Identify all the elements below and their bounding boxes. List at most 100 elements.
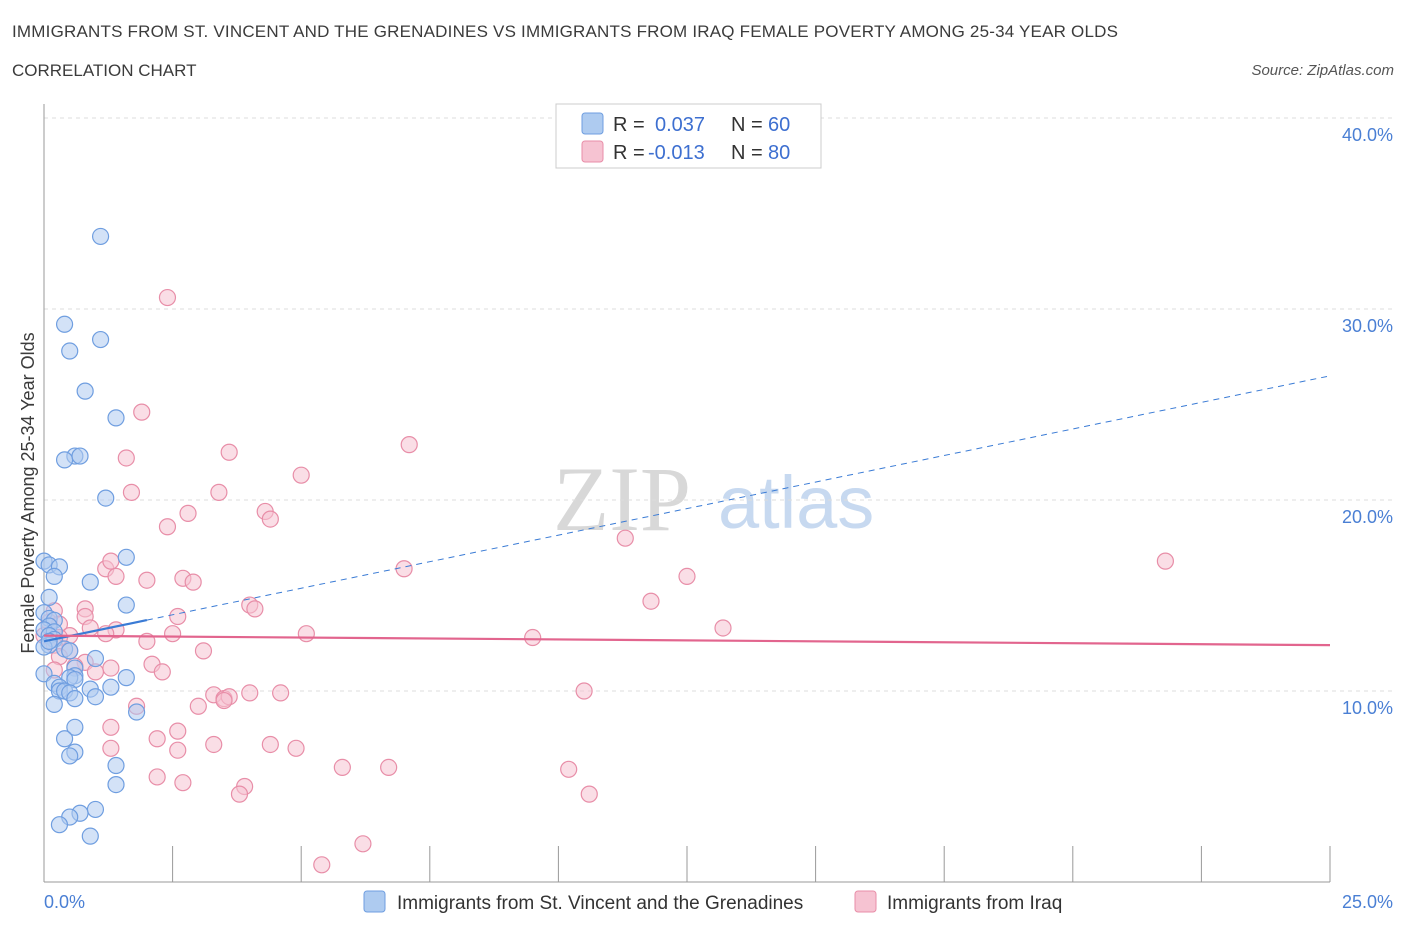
legend-n-value-1: 60 xyxy=(768,114,790,136)
stvincent-point-51 xyxy=(61,747,79,765)
watermark-atlas: atlas xyxy=(718,461,874,544)
legend-r-label-1: R = xyxy=(613,114,645,136)
iraq-point-15 xyxy=(395,560,413,578)
stvincent-trend-dashed xyxy=(146,375,1331,621)
stvincent-point-57 xyxy=(50,816,69,834)
stvincent-points xyxy=(35,227,146,845)
y-axis-label: Female Poverty Among 25-34 Year Olds xyxy=(18,332,38,653)
iraq-point-69 xyxy=(333,758,351,777)
iraq-point-9 xyxy=(179,504,197,522)
legend-r-value-1: 0.037 xyxy=(655,114,705,136)
iraq-point-7 xyxy=(210,483,228,501)
iraq-point-52 xyxy=(575,682,593,700)
stvincent-point-0 xyxy=(91,227,110,246)
iraq-point-34 xyxy=(164,625,182,643)
iraq-trend-line xyxy=(43,634,1331,647)
bottom-legend-swatch-blue xyxy=(363,890,386,913)
iraq-point-38 xyxy=(297,625,315,643)
stvincent-point-14 xyxy=(45,567,63,586)
iraq-point-70 xyxy=(380,758,398,777)
legend-r-label-2: R = xyxy=(613,142,645,164)
legend-n-label-1: N = xyxy=(731,114,763,136)
stvincent-point-48 xyxy=(66,718,84,736)
iraq-point-20 xyxy=(184,573,202,591)
iraq-point-48 xyxy=(102,659,120,677)
iraq-point-4 xyxy=(117,449,135,467)
iraq-point-3 xyxy=(220,443,238,461)
x-axis-ticks xyxy=(43,846,1331,882)
iraq-point-22 xyxy=(642,592,660,610)
stvincent-point-53 xyxy=(107,775,125,794)
stvincent-point-41 xyxy=(102,678,120,696)
iraq-point-1 xyxy=(133,403,151,421)
iraq-point-24 xyxy=(246,600,264,618)
y-tick-label-40: 40.0% xyxy=(1342,125,1393,145)
stvincent-point-46 xyxy=(45,695,63,713)
iraq-point-58 xyxy=(215,691,233,710)
legend-n-label-2: N = xyxy=(731,142,763,164)
stvincent-point-58 xyxy=(81,827,99,845)
stvincent-point-36 xyxy=(117,669,135,687)
iraq-point-57 xyxy=(272,684,290,702)
iraq-point-78 xyxy=(313,856,331,874)
iraq-point-59 xyxy=(189,697,207,715)
iraq-point-64 xyxy=(205,735,223,754)
stvincent-point-9 xyxy=(97,489,115,507)
iraq-point-63 xyxy=(148,730,166,748)
iraq-point-11 xyxy=(158,518,177,536)
iraq-point-71 xyxy=(560,760,578,778)
stvincent-point-4 xyxy=(76,382,94,400)
stvincent-point-5 xyxy=(107,409,125,427)
iraq-point-19 xyxy=(138,571,156,589)
stvincent-point-49 xyxy=(55,730,74,748)
stvincent-point-47 xyxy=(127,703,146,721)
y-tick-label-30: 30.0% xyxy=(1342,316,1393,336)
iraq-point-72 xyxy=(148,768,166,786)
stvincent-point-30 xyxy=(86,649,105,668)
trend-lines xyxy=(43,375,1331,647)
chart-subtitle: CORRELATION CHART xyxy=(12,61,197,80)
legend-swatch-pink xyxy=(581,140,604,163)
iraq-point-68 xyxy=(287,739,305,757)
iraq-points xyxy=(35,288,1174,874)
iraq-point-40 xyxy=(714,619,732,637)
stvincent-point-8 xyxy=(71,447,89,465)
iraq-point-2 xyxy=(400,436,418,454)
y-tick-label-10: 10.0% xyxy=(1342,698,1393,718)
iraq-point-77 xyxy=(354,835,372,853)
legend-n-value-2: 80 xyxy=(768,142,790,164)
x-tick-label-max: 25.0% xyxy=(1342,892,1393,912)
stvincent-point-2 xyxy=(91,330,110,349)
iraq-point-21 xyxy=(678,567,696,586)
stvincent-point-10 xyxy=(117,548,135,566)
iraq-point-76 xyxy=(580,785,598,803)
stvincent-point-44 xyxy=(86,688,105,706)
chart-title: IMMIGRANTS FROM ST. VINCENT AND THE GREN… xyxy=(12,22,1119,41)
stvincent-point-16 xyxy=(40,588,58,607)
iraq-point-50 xyxy=(153,663,171,681)
stvincent-point-17 xyxy=(117,596,135,614)
series-legend: Immigrants from St. Vincent and the Gren… xyxy=(363,890,1062,914)
iraq-point-16 xyxy=(107,567,125,586)
iraq-point-0 xyxy=(158,288,177,307)
y-tick-label-20: 20.0% xyxy=(1342,507,1393,527)
stvincent-point-29 xyxy=(61,642,79,660)
x-tick-label-min: 0.0% xyxy=(44,892,85,912)
iraq-point-45 xyxy=(194,642,213,660)
stvincent-point-54 xyxy=(86,800,105,819)
legend-swatch-blue xyxy=(581,112,604,135)
stvincent-point-7 xyxy=(55,451,74,469)
stvincent-point-1 xyxy=(55,315,74,333)
iraq-point-10 xyxy=(261,510,279,528)
bottom-legend-label-1: Immigrants from St. Vincent and the Gren… xyxy=(397,893,803,914)
iraq-point-61 xyxy=(102,718,120,736)
legend-r-value-2: -0.013 xyxy=(648,142,705,164)
iraq-point-75 xyxy=(230,785,249,803)
iraq-point-5 xyxy=(292,466,310,484)
iraq-point-67 xyxy=(261,735,279,754)
stvincent-point-15 xyxy=(81,573,99,591)
iraq-point-6 xyxy=(122,483,141,501)
iraq-point-55 xyxy=(241,684,259,702)
iraq-point-12 xyxy=(616,529,634,547)
